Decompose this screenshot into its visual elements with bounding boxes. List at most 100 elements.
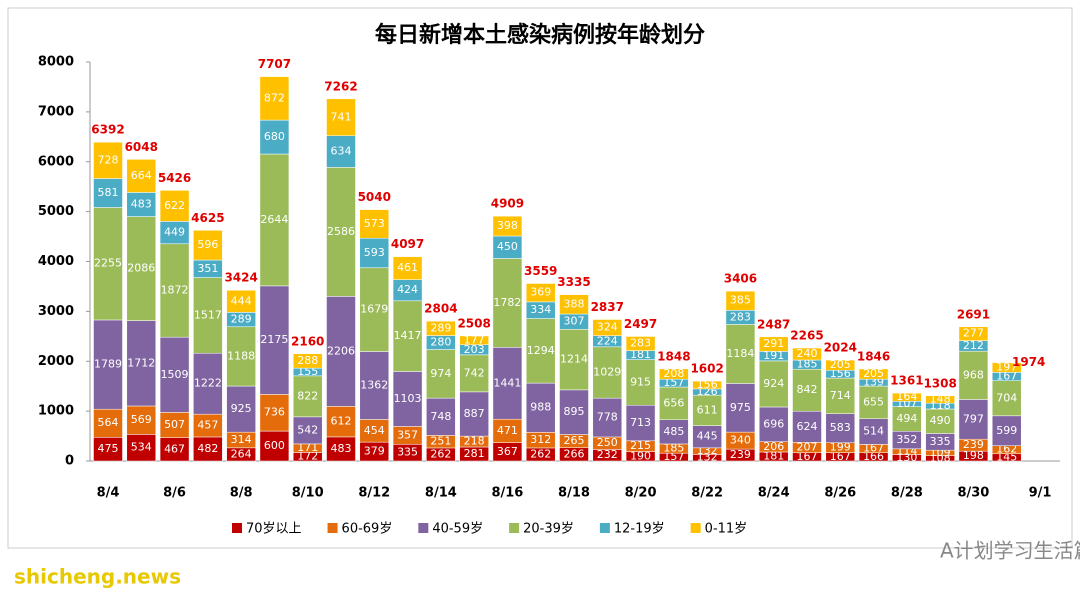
bar-segment xyxy=(193,352,223,415)
legend-label: 70岁以上 xyxy=(246,522,302,537)
data-label: 385 xyxy=(730,294,751,307)
data-label: 207 xyxy=(797,441,818,454)
total-label: 4625 xyxy=(191,211,224,225)
data-label: 704 xyxy=(996,391,1017,404)
data-label: 203 xyxy=(464,343,485,356)
data-label: 2175 xyxy=(260,333,288,346)
data-label: 924 xyxy=(763,377,784,390)
total-label: 3335 xyxy=(557,275,590,289)
data-label: 728 xyxy=(98,153,119,166)
data-label: 177 xyxy=(464,333,485,346)
bar-segment xyxy=(492,258,523,348)
data-label: 369 xyxy=(530,286,551,299)
data-label: 262 xyxy=(530,447,551,460)
bar-segment xyxy=(159,412,190,438)
bar-segment xyxy=(459,335,489,345)
data-label: 514 xyxy=(863,425,884,438)
bar-segment xyxy=(559,389,589,435)
data-label: 1517 xyxy=(194,308,222,321)
data-label: 424 xyxy=(397,283,418,296)
y-tick-label: 7000 xyxy=(38,104,74,119)
bar-segment xyxy=(625,404,656,442)
data-label: 164 xyxy=(896,390,917,403)
bar-segment xyxy=(792,347,822,361)
total-label: 2497 xyxy=(624,317,657,331)
bar-segment xyxy=(259,430,290,462)
bar-segment xyxy=(126,192,157,217)
data-label: 1222 xyxy=(194,377,222,390)
data-label: 206 xyxy=(763,440,784,453)
data-label: 1872 xyxy=(161,283,189,296)
data-label: 600 xyxy=(264,439,285,452)
data-label: 467 xyxy=(164,442,185,455)
data-label: 1103 xyxy=(394,392,422,405)
data-label: 490 xyxy=(930,414,951,427)
bar-segment xyxy=(559,329,589,391)
data-label: 569 xyxy=(131,413,152,426)
bar-segment xyxy=(991,380,1022,417)
bar-segment xyxy=(958,326,989,341)
bar-segment xyxy=(326,296,356,407)
data-label: 240 xyxy=(797,347,818,360)
data-label: 925 xyxy=(231,402,252,415)
bar-segment xyxy=(625,359,656,406)
data-label: 1417 xyxy=(394,329,422,342)
data-label: 915 xyxy=(630,375,651,388)
data-label: 239 xyxy=(963,438,984,451)
data-label: 2086 xyxy=(127,262,155,275)
bar-segment xyxy=(525,382,556,433)
data-label: 283 xyxy=(730,310,751,323)
data-label: 975 xyxy=(730,401,751,414)
total-label: 1846 xyxy=(857,349,890,363)
data-label: 736 xyxy=(264,406,285,419)
data-label: 289 xyxy=(430,321,451,334)
bar-segment xyxy=(858,368,889,380)
data-label: 1789 xyxy=(94,358,122,371)
bar-segment xyxy=(159,190,190,222)
data-label: 335 xyxy=(397,446,418,459)
data-label: 288 xyxy=(297,354,318,367)
data-label: 1712 xyxy=(127,356,155,369)
total-label: 2160 xyxy=(291,334,324,348)
data-label: 1029 xyxy=(593,365,621,378)
data-label: 212 xyxy=(963,339,984,352)
bar-segment xyxy=(659,368,689,380)
legend-swatch xyxy=(690,523,701,533)
bar-segment xyxy=(226,326,256,387)
bar-segment xyxy=(292,353,323,369)
data-label: 450 xyxy=(497,240,518,253)
data-label: 167 xyxy=(863,442,884,455)
bar-segment xyxy=(359,237,390,269)
data-label: 251 xyxy=(430,435,451,448)
bar-segment xyxy=(659,419,689,445)
bar-segment xyxy=(193,436,223,462)
x-tick-label: 8/10 xyxy=(292,486,324,501)
bar-segment xyxy=(958,350,989,400)
total-label: 1602 xyxy=(690,362,723,376)
data-label: 974 xyxy=(430,367,451,380)
data-label: 444 xyxy=(231,294,252,307)
data-label: 324 xyxy=(597,321,618,334)
data-label: 191 xyxy=(763,349,784,362)
legend-swatch xyxy=(418,523,429,533)
legend-label: 12-19岁 xyxy=(614,522,665,537)
total-label: 4909 xyxy=(491,197,524,211)
bar-segment xyxy=(259,285,290,395)
data-label: 494 xyxy=(896,412,917,425)
data-label: 1214 xyxy=(560,353,588,366)
data-label: 291 xyxy=(763,337,784,350)
bar-segment xyxy=(492,215,523,237)
data-label: 634 xyxy=(331,145,352,158)
data-label: 483 xyxy=(131,198,152,211)
data-label: 1509 xyxy=(161,368,189,381)
x-tick-label: 8/18 xyxy=(558,486,590,501)
bar-segment xyxy=(93,141,123,179)
data-label: 475 xyxy=(98,442,119,455)
bar-segment xyxy=(193,277,223,354)
data-label: 454 xyxy=(364,424,385,437)
bar-segment xyxy=(592,346,623,399)
y-tick-label: 5000 xyxy=(38,204,74,219)
bar-segment xyxy=(725,290,756,311)
data-label: 1362 xyxy=(360,378,388,391)
